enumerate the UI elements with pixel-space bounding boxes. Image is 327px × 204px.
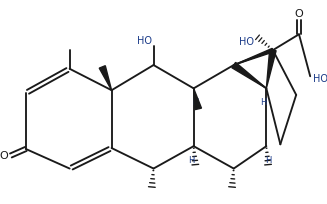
Text: O: O — [0, 151, 8, 161]
Text: H: H — [189, 155, 195, 164]
Polygon shape — [232, 63, 267, 89]
Text: O: O — [295, 8, 303, 18]
Polygon shape — [267, 50, 276, 89]
Text: H: H — [260, 98, 267, 106]
Text: H: H — [265, 155, 271, 164]
Text: HO: HO — [239, 37, 254, 47]
Polygon shape — [234, 49, 274, 66]
Polygon shape — [194, 89, 201, 110]
Polygon shape — [99, 66, 112, 91]
Text: H: H — [192, 98, 199, 106]
Text: HO: HO — [137, 36, 152, 46]
Text: HO: HO — [313, 74, 327, 84]
